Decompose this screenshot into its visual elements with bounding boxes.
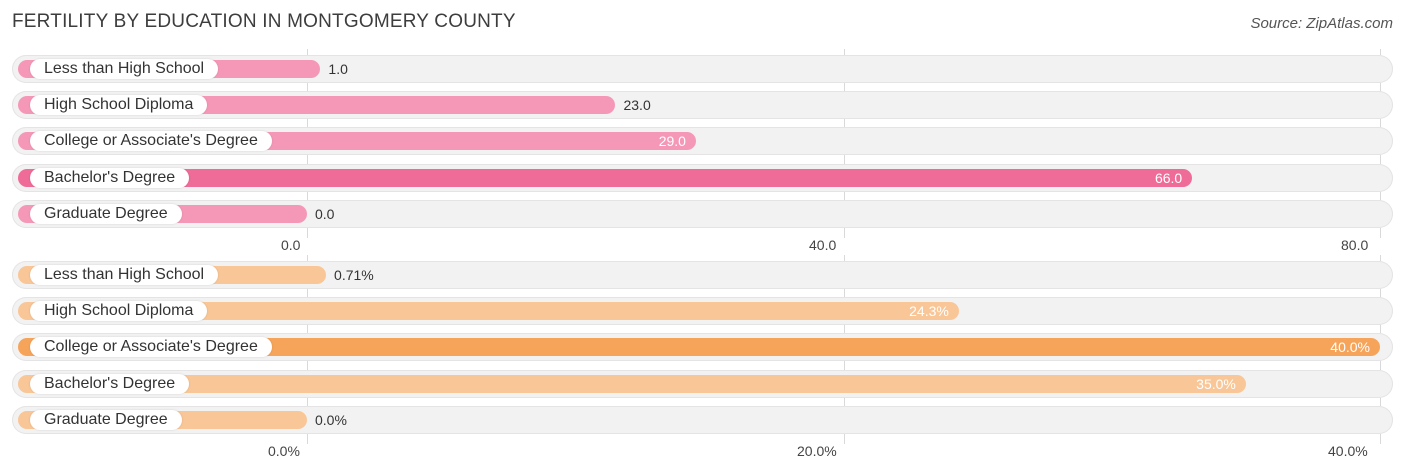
value-label: 35.0%: [1196, 376, 1236, 392]
category-label: High School Diploma: [30, 301, 208, 321]
bar-row: Less than High School 0.71%: [12, 261, 1393, 289]
bar-row: High School Diploma 23.0: [12, 91, 1393, 119]
bar-row: Bachelor's Degree 66.0: [12, 164, 1393, 192]
axis-tick-label: 20.0%: [797, 443, 837, 459]
value-label: 1.0: [328, 61, 348, 77]
bar-row: College or Associate's Degree 29.0: [12, 127, 1393, 155]
bar-row: Less than High School 1.0: [12, 55, 1393, 83]
bar: [18, 375, 1246, 393]
bar: [18, 338, 1380, 356]
category-label: Graduate Degree: [30, 410, 182, 430]
category-label: College or Associate's Degree: [30, 131, 272, 151]
category-label: Bachelor's Degree: [30, 168, 190, 188]
bar-row: College or Associate's Degree 40.0%: [12, 333, 1393, 361]
value-label: 0.0%: [315, 412, 347, 428]
value-label: 23.0: [623, 97, 651, 113]
bar-row: High School Diploma 24.3%: [12, 297, 1393, 325]
bar-row: Graduate Degree 0.0%: [12, 406, 1393, 434]
source-credit: Source: ZipAtlas.com: [1250, 15, 1393, 32]
axis-tick-label: 0.0: [281, 237, 301, 253]
value-label: 0.0: [315, 206, 335, 222]
chart-title: Fertility by Education in Montgomery Cou…: [12, 11, 516, 32]
axis-tick-label: 0.0%: [268, 443, 300, 459]
category-label: College or Associate's Degree: [30, 337, 272, 357]
category-label: Bachelor's Degree: [30, 374, 190, 394]
category-label: Less than High School: [30, 59, 219, 79]
value-label: 0.71%: [334, 267, 374, 283]
value-label: 29.0: [658, 133, 686, 149]
axis-tick-label: 80.0: [1341, 237, 1369, 253]
axis-tick-label: 40.0%: [1328, 443, 1368, 459]
value-label: 40.0%: [1330, 339, 1370, 355]
bar-row: Graduate Degree 0.0: [12, 200, 1393, 228]
category-label: High School Diploma: [30, 95, 208, 115]
category-label: Graduate Degree: [30, 204, 182, 224]
bar: [18, 169, 1192, 187]
bar-row: Bachelor's Degree 35.0%: [12, 370, 1393, 398]
value-label: 24.3%: [909, 303, 949, 319]
axis-tick-label: 40.0: [809, 237, 837, 253]
category-label: Less than High School: [30, 265, 219, 285]
value-label: 66.0: [1154, 170, 1183, 186]
bar: [18, 302, 959, 320]
